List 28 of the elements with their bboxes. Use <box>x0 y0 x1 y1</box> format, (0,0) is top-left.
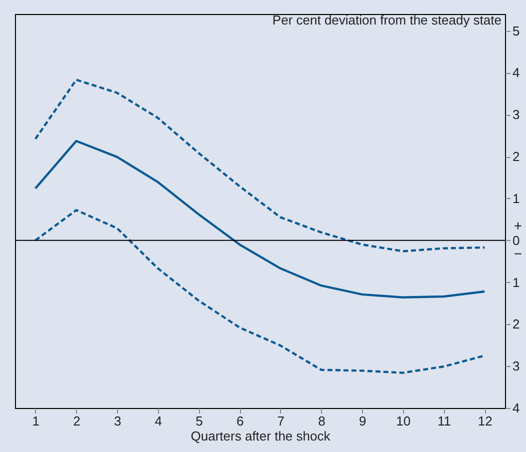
y-tick-label: 2 <box>512 149 520 164</box>
y-axis-title: Per cent deviation from the steady state <box>272 12 502 28</box>
x-tick-label: 8 <box>318 414 326 428</box>
x-axis-title: Quarters after the shock <box>190 428 331 444</box>
x-tick-label: 2 <box>73 414 80 428</box>
line-series <box>34 78 486 252</box>
x-tick-label: 6 <box>236 414 244 428</box>
y-tick-label: 2 <box>512 316 520 332</box>
text: + <box>514 217 522 234</box>
x-tick-label: 1 <box>32 414 40 428</box>
y-tick-label: 5 <box>512 23 520 38</box>
y-tick-label: 1 <box>512 190 520 206</box>
x-tick-label: 3 <box>114 414 122 428</box>
y-tick-label: 3 <box>512 358 520 374</box>
x-tick-label: 5 <box>196 414 203 428</box>
x-tick-label: 11 <box>438 414 451 428</box>
y-tick-label: 1 <box>512 274 520 290</box>
x-tick-label: 4 <box>154 414 162 428</box>
x-tick-label: 10 <box>396 414 411 428</box>
x-tick-label: 9 <box>358 414 366 428</box>
text: − <box>514 245 522 262</box>
y-tick-label: 0 <box>512 232 520 248</box>
y-tick-label: 3 <box>512 107 520 122</box>
y-tick-label: 4 <box>512 400 520 416</box>
x-tick-label: 7 <box>277 414 285 428</box>
x-tick-label: 12 <box>478 414 492 428</box>
y-tick-label: 4 <box>512 65 520 80</box>
line-series <box>34 140 486 298</box>
